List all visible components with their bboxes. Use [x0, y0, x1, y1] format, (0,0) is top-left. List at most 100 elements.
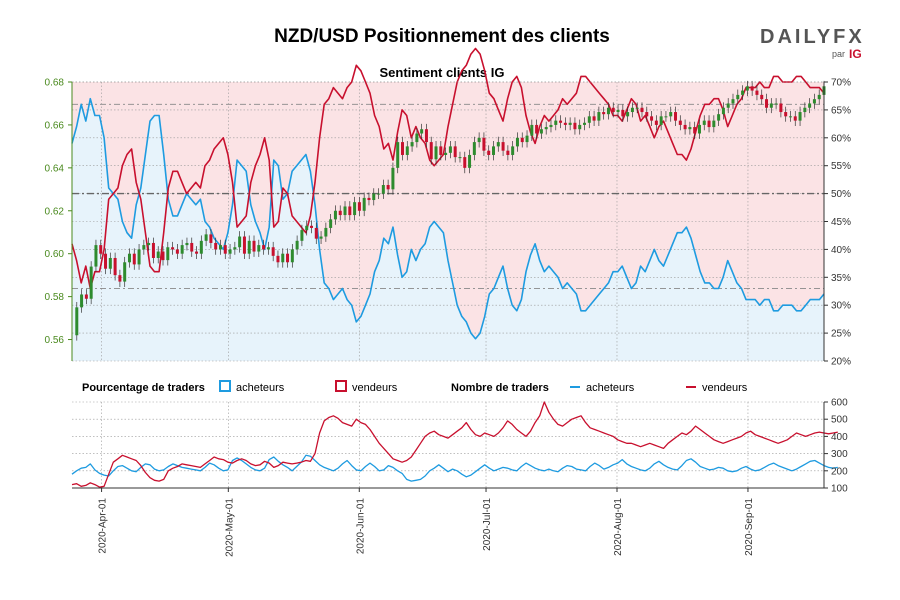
candle — [496, 136, 500, 152]
candle — [195, 246, 199, 260]
candle-body — [798, 112, 802, 121]
left-tick-label: 0.66 — [45, 120, 65, 131]
candle-body — [400, 142, 404, 155]
candle — [458, 151, 462, 163]
candle — [123, 256, 127, 287]
candle — [487, 145, 491, 161]
candle — [664, 110, 668, 122]
candle — [271, 241, 275, 262]
candle-body — [817, 94, 821, 100]
candle-body — [381, 185, 385, 194]
count-tick-label: 200 — [831, 466, 848, 477]
candle — [295, 235, 299, 255]
candle — [362, 192, 366, 217]
candle — [539, 123, 543, 139]
candle — [238, 231, 242, 253]
candle — [214, 237, 218, 255]
candle-body — [745, 86, 749, 91]
candle-body — [611, 107, 615, 113]
candle — [247, 235, 251, 260]
candle-body — [626, 112, 630, 117]
candle — [209, 229, 213, 249]
candle-body — [578, 124, 582, 130]
candle — [305, 220, 309, 236]
chart-title: NZD/USD Positionnement des clients — [274, 26, 610, 47]
candle-body — [324, 227, 328, 237]
candle-body — [712, 120, 716, 128]
candle-body — [362, 197, 366, 211]
candle-body — [305, 225, 309, 231]
candle — [319, 231, 323, 245]
candle-body — [338, 210, 342, 216]
candle-body — [496, 142, 500, 147]
candle-body — [405, 146, 409, 155]
candle — [669, 106, 673, 122]
candle-body — [252, 240, 256, 252]
candle — [697, 119, 701, 139]
candle-body — [453, 146, 457, 158]
candle-body — [707, 120, 711, 128]
candle-body — [458, 157, 462, 159]
candle-body — [812, 99, 816, 104]
candle-body — [218, 245, 222, 250]
candle — [104, 248, 108, 275]
candle — [482, 132, 486, 157]
legend-count-buyers-label: acheteurs — [586, 382, 635, 394]
count-grid — [72, 401, 824, 489]
right-tick-label: 30% — [831, 301, 851, 312]
candle — [779, 98, 783, 118]
candle-body — [736, 94, 740, 100]
panel-title: Sentiment clients IG — [380, 65, 505, 80]
candle-body — [587, 116, 591, 123]
sellers-pct-line — [71, 47, 825, 290]
logo-brand: IG — [849, 47, 862, 61]
candle-body — [549, 124, 553, 128]
right-tick-label: 55% — [831, 161, 851, 172]
candle — [127, 248, 131, 268]
candle — [587, 110, 591, 129]
candle-body — [429, 142, 433, 160]
candle — [812, 93, 816, 109]
candle-body — [300, 230, 304, 241]
candle-body — [195, 251, 199, 254]
candle — [525, 130, 529, 148]
candle-body — [89, 266, 93, 299]
x-tick-label: 2020-Apr-01 — [98, 498, 109, 554]
candle — [769, 98, 773, 114]
sentiment-lines — [71, 47, 825, 340]
candle — [309, 220, 313, 234]
candle — [286, 248, 290, 268]
candle-body — [492, 146, 496, 155]
right-tick-label: 45% — [831, 217, 851, 228]
candle-body — [415, 133, 419, 143]
candle — [137, 244, 141, 270]
candle-body — [793, 116, 797, 121]
candle — [626, 106, 630, 122]
candle-body — [779, 103, 783, 113]
candle — [132, 248, 136, 270]
candle-body — [214, 242, 218, 250]
candle — [515, 132, 519, 152]
candle — [511, 141, 515, 161]
candle-body — [185, 242, 189, 246]
candle — [798, 106, 802, 126]
candle — [477, 132, 481, 148]
sentiment-panel: 0.56 0.58 0.60 0.62 0.64 0.66 0.68 20% 25% 30% 35%… — [45, 47, 851, 368]
candle — [640, 102, 644, 118]
right-tick-label: 50% — [831, 189, 851, 200]
candle — [463, 151, 467, 174]
candle — [171, 241, 175, 255]
candle-body — [784, 112, 788, 117]
candle — [343, 201, 347, 221]
candle-body — [602, 112, 606, 115]
candle — [242, 231, 246, 260]
candle — [391, 162, 395, 195]
candle-body — [333, 210, 337, 220]
candle — [118, 269, 122, 287]
candle — [544, 121, 548, 135]
candle — [563, 117, 567, 131]
count-tick-label: 100 — [831, 484, 848, 495]
candle — [180, 239, 184, 260]
candle — [405, 141, 409, 161]
candle-body — [257, 245, 261, 252]
